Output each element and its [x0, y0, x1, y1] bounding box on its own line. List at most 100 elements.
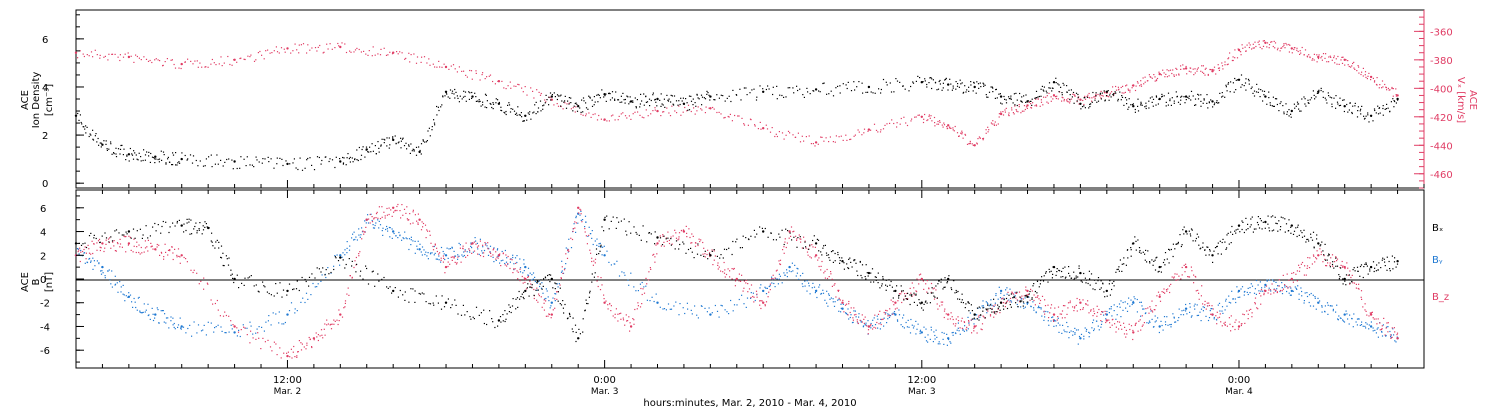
by-dot [662, 308, 663, 309]
bz-dot [573, 228, 574, 229]
vx-dot [1093, 96, 1094, 97]
density-point [286, 163, 288, 165]
by-dot [678, 314, 679, 315]
bz-dot [1057, 316, 1058, 317]
vx-dot [1161, 74, 1162, 75]
density-dot [744, 87, 745, 88]
density-dot [285, 160, 286, 161]
bz-dot [128, 236, 129, 237]
density-dot [953, 88, 954, 89]
density-point [392, 139, 394, 141]
bz-dot [760, 300, 761, 301]
by-dot [464, 255, 465, 256]
vx-dot [409, 61, 410, 62]
bz-dot [1196, 290, 1197, 291]
by-dot [1089, 336, 1090, 337]
bx-dot [892, 287, 893, 288]
by-dot [950, 343, 951, 344]
density-dot [421, 153, 422, 154]
bz-dot [637, 302, 638, 303]
bz-dot [172, 247, 173, 248]
density-dot [727, 98, 728, 99]
bx-dot [94, 235, 95, 236]
bz-dot [600, 277, 601, 278]
bz-dot [554, 308, 555, 309]
density-dot [596, 95, 597, 96]
bz-dot [80, 261, 81, 262]
by-dot [467, 251, 468, 252]
density-dot [1367, 114, 1368, 115]
by-dot [201, 330, 202, 331]
vx-dot [962, 132, 963, 133]
bx-dot [415, 290, 416, 291]
bz-point [551, 313, 553, 315]
bz-dot [567, 250, 568, 251]
by-dot [385, 229, 386, 230]
bz-dot [782, 249, 783, 250]
by-dot [1225, 300, 1226, 301]
by-dot [1368, 328, 1369, 329]
density-dot [1195, 99, 1196, 100]
vx-dot [229, 64, 230, 65]
by-dot [858, 313, 859, 314]
density-dot [506, 114, 507, 115]
vx-dot [858, 129, 859, 130]
by-dot [435, 253, 436, 254]
by-dot [1120, 307, 1121, 308]
density-dot [384, 139, 385, 140]
bx-dot [636, 234, 637, 235]
bz-dot [1388, 322, 1389, 323]
bz-dot [275, 343, 276, 344]
vx-point [762, 127, 764, 129]
by-dot [1304, 302, 1305, 303]
bz-dot [964, 322, 965, 323]
density-dot [736, 95, 737, 96]
density-dot [983, 86, 984, 87]
bx-dot [843, 262, 844, 263]
bz-dot [526, 288, 527, 289]
vx-dot [1363, 68, 1364, 69]
density-dot [1389, 111, 1390, 112]
density-dot [1195, 104, 1196, 105]
bx-dot [782, 230, 783, 231]
vx-dot [482, 74, 483, 75]
density-dot [995, 98, 996, 99]
bz-dot [562, 266, 563, 267]
by-dot [342, 252, 343, 253]
by-dot [482, 246, 483, 247]
bz-point [154, 248, 156, 250]
bz-point [1079, 302, 1081, 304]
bz-dot [474, 251, 475, 252]
bz-dot [784, 253, 785, 254]
bz-dot [498, 258, 499, 259]
density-dot [150, 162, 151, 163]
bx-dot [822, 248, 823, 249]
bz-dot [662, 234, 663, 235]
vx-dot [994, 125, 995, 126]
bx-dot [596, 248, 597, 249]
by-dot [775, 286, 776, 287]
vx-dot [1382, 86, 1383, 87]
vx-dot [575, 111, 576, 112]
bx-dot [957, 298, 958, 299]
by-dot [470, 246, 471, 247]
density-dot [959, 87, 960, 88]
bx-dot [907, 293, 908, 294]
density-dot [366, 147, 367, 148]
vx-dot [1176, 69, 1177, 70]
vx-dot [944, 124, 945, 125]
vx-dot [760, 129, 761, 130]
vx-dot [1285, 43, 1286, 44]
by-dot [568, 239, 569, 240]
bz-dot [1080, 309, 1081, 310]
bx-dot [106, 237, 107, 238]
by-dot [1244, 295, 1245, 296]
by-dot [216, 326, 217, 327]
bz-dot [318, 334, 319, 335]
by-dot [333, 266, 334, 267]
bz-dot [1350, 277, 1351, 278]
bx-dot [712, 251, 713, 252]
bx-dot [441, 309, 442, 310]
bz-dot [817, 260, 818, 261]
bx-dot [147, 237, 148, 238]
